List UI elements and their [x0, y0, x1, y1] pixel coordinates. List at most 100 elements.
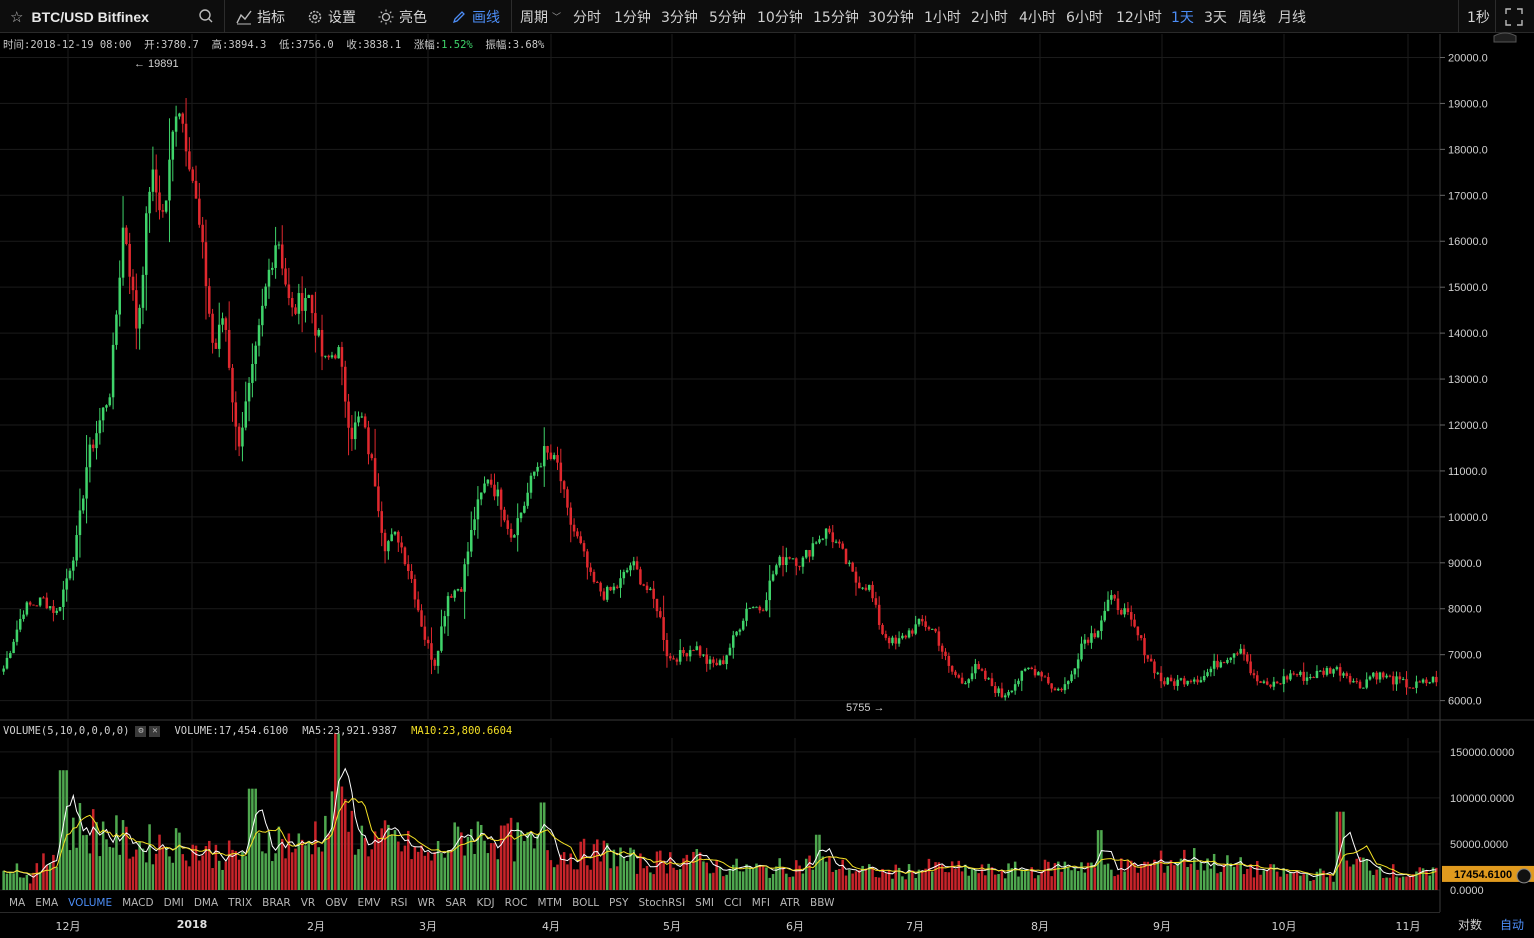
- indicator-tab-wr[interactable]: WR: [417, 897, 436, 909]
- period-dropdown[interactable]: 周期 ﹀: [520, 0, 561, 33]
- volume-bar: [804, 858, 808, 890]
- draw-button[interactable]: 画线: [451, 0, 500, 33]
- scroll-up-button[interactable]: [1493, 32, 1517, 43]
- volume-bar: [871, 866, 874, 890]
- settings-icon[interactable]: ⚙: [135, 725, 147, 737]
- candle-body: [804, 550, 808, 558]
- indicator-tab-mfi[interactable]: MFI: [751, 897, 770, 909]
- period-8[interactable]: 2小时: [971, 9, 1008, 26]
- scroll-right-button[interactable]: [1516, 868, 1532, 884]
- symbol-title[interactable]: ☆ BTC/USD Bitfinex: [10, 0, 149, 33]
- candle-body: [1411, 687, 1415, 689]
- period-4[interactable]: 10分钟: [757, 9, 803, 26]
- candle-body: [1299, 671, 1302, 675]
- indicator-tab-vr[interactable]: VR: [300, 897, 316, 909]
- candle-body: [1279, 683, 1282, 685]
- auto-scale-toggle[interactable]: 自动: [1500, 918, 1525, 932]
- indicator-tab-psy[interactable]: PSY: [609, 897, 629, 909]
- volume-bar: [761, 865, 765, 890]
- volume-bar: [950, 861, 954, 890]
- volume-bar: [108, 846, 112, 890]
- indicator-tab-obv[interactable]: OBV: [325, 897, 348, 909]
- indicators-button[interactable]: 指标: [236, 0, 285, 33]
- volume-bar: [1013, 861, 1017, 890]
- volume-bar: [217, 860, 221, 890]
- indicator-tab-boll[interactable]: BOLL: [572, 897, 600, 909]
- candle-body: [300, 293, 304, 311]
- candle-body: [529, 475, 533, 493]
- volume-bar: [178, 832, 181, 890]
- indicator-tab-atr[interactable]: ATR: [779, 897, 801, 909]
- candle-body: [446, 596, 450, 617]
- log-scale-toggle[interactable]: 对数: [1458, 918, 1483, 932]
- close-icon[interactable]: ✕: [149, 725, 161, 737]
- period-13[interactable]: 3天: [1204, 9, 1227, 26]
- candle-body: [297, 293, 301, 314]
- refresh-interval[interactable]: 1秒: [1467, 0, 1490, 33]
- indicator-tab-brar[interactable]: BRAR: [262, 897, 291, 909]
- candle-body: [1242, 648, 1246, 655]
- candle-body: [688, 650, 692, 657]
- period-15[interactable]: 月线: [1278, 9, 1306, 26]
- period-5[interactable]: 15分钟: [813, 9, 859, 26]
- indicator-tab-emv[interactable]: EMV: [357, 897, 381, 909]
- indicator-tab-roc[interactable]: ROC: [504, 897, 528, 909]
- indicator-tab-mtm[interactable]: MTM: [537, 897, 563, 909]
- candle-body: [877, 604, 881, 625]
- volume-bar: [340, 786, 344, 890]
- indicator-tab-rsi[interactable]: RSI: [390, 897, 408, 909]
- volume-bar: [247, 788, 251, 890]
- period-2[interactable]: 3分钟: [661, 9, 698, 26]
- volume-bar: [496, 859, 500, 890]
- volume-bar: [741, 871, 745, 890]
- period-3[interactable]: 5分钟: [709, 9, 746, 26]
- volume-bar: [665, 873, 669, 890]
- ohlc-info: 时间:2018-12-19 08:00 开:3780.7 高:3894.3 低:…: [3, 37, 544, 52]
- indicator-tab-cci[interactable]: CCI: [724, 897, 742, 909]
- period-9[interactable]: 4小时: [1019, 9, 1056, 26]
- volume-bar: [602, 840, 606, 890]
- symbol-label: BTC/USD Bitfinex: [31, 8, 149, 25]
- volume-bar: [533, 848, 536, 890]
- candle-body: [566, 489, 569, 508]
- search-icon[interactable]: [196, 6, 216, 26]
- indicator-tab-dmi[interactable]: DMI: [163, 897, 184, 909]
- toolbar: ☆ BTC/USD Bitfinex 指标 设置 亮色 画线 周期 ﹀ 分时 1分…: [0, 0, 1534, 33]
- settings-button[interactable]: 设置: [307, 0, 356, 33]
- indicator-tab-macd[interactable]: MACD: [122, 897, 154, 909]
- candle-body: [1295, 674, 1299, 676]
- volume-bar: [1106, 863, 1110, 890]
- period-0[interactable]: 分时: [573, 9, 601, 26]
- indicator-tab-ma[interactable]: MA: [9, 897, 26, 909]
- star-icon[interactable]: ☆: [10, 8, 24, 26]
- candle-body: [1385, 675, 1388, 678]
- volume-bar: [1262, 870, 1266, 890]
- indicator-tab-trix[interactable]: TRIX: [228, 897, 253, 909]
- indicator-tab-volume[interactable]: VOLUME: [68, 897, 113, 909]
- period-6[interactable]: 30分钟: [868, 9, 914, 26]
- period-10[interactable]: 6小时: [1066, 9, 1103, 26]
- period-11[interactable]: 12小时: [1116, 9, 1162, 26]
- indicator-tab-smi[interactable]: SMI: [695, 897, 714, 909]
- fullscreen-icon[interactable]: [1505, 8, 1523, 26]
- theme-button[interactable]: 亮色: [378, 0, 427, 33]
- price-tick-label: 8000.0: [1448, 604, 1482, 616]
- volume-indicator-name[interactable]: VOLUME(5,10,0,0,0,0): [3, 725, 130, 737]
- volume-bar: [420, 845, 423, 890]
- period-7[interactable]: 1小时: [924, 9, 961, 26]
- indicator-tab-sar[interactable]: SAR: [445, 897, 467, 909]
- volume-bar: [814, 834, 818, 890]
- candle-body: [997, 688, 1000, 694]
- period-12[interactable]: 1天: [1171, 9, 1194, 26]
- indicator-tab-stochrsi[interactable]: StochRSI: [638, 897, 686, 909]
- price-tick-label: 7000.0: [1448, 650, 1482, 662]
- period-1[interactable]: 1分钟: [614, 9, 651, 26]
- candle-body: [81, 498, 85, 511]
- period-14[interactable]: 周线: [1238, 9, 1266, 26]
- indicator-tab-kdj[interactable]: KDJ: [476, 897, 495, 909]
- indicator-tab-dma[interactable]: DMA: [193, 897, 219, 909]
- indicator-tab-ema[interactable]: EMA: [35, 897, 59, 909]
- indicator-tab-bbw[interactable]: BBW: [810, 897, 835, 909]
- volume-bar: [5, 873, 9, 890]
